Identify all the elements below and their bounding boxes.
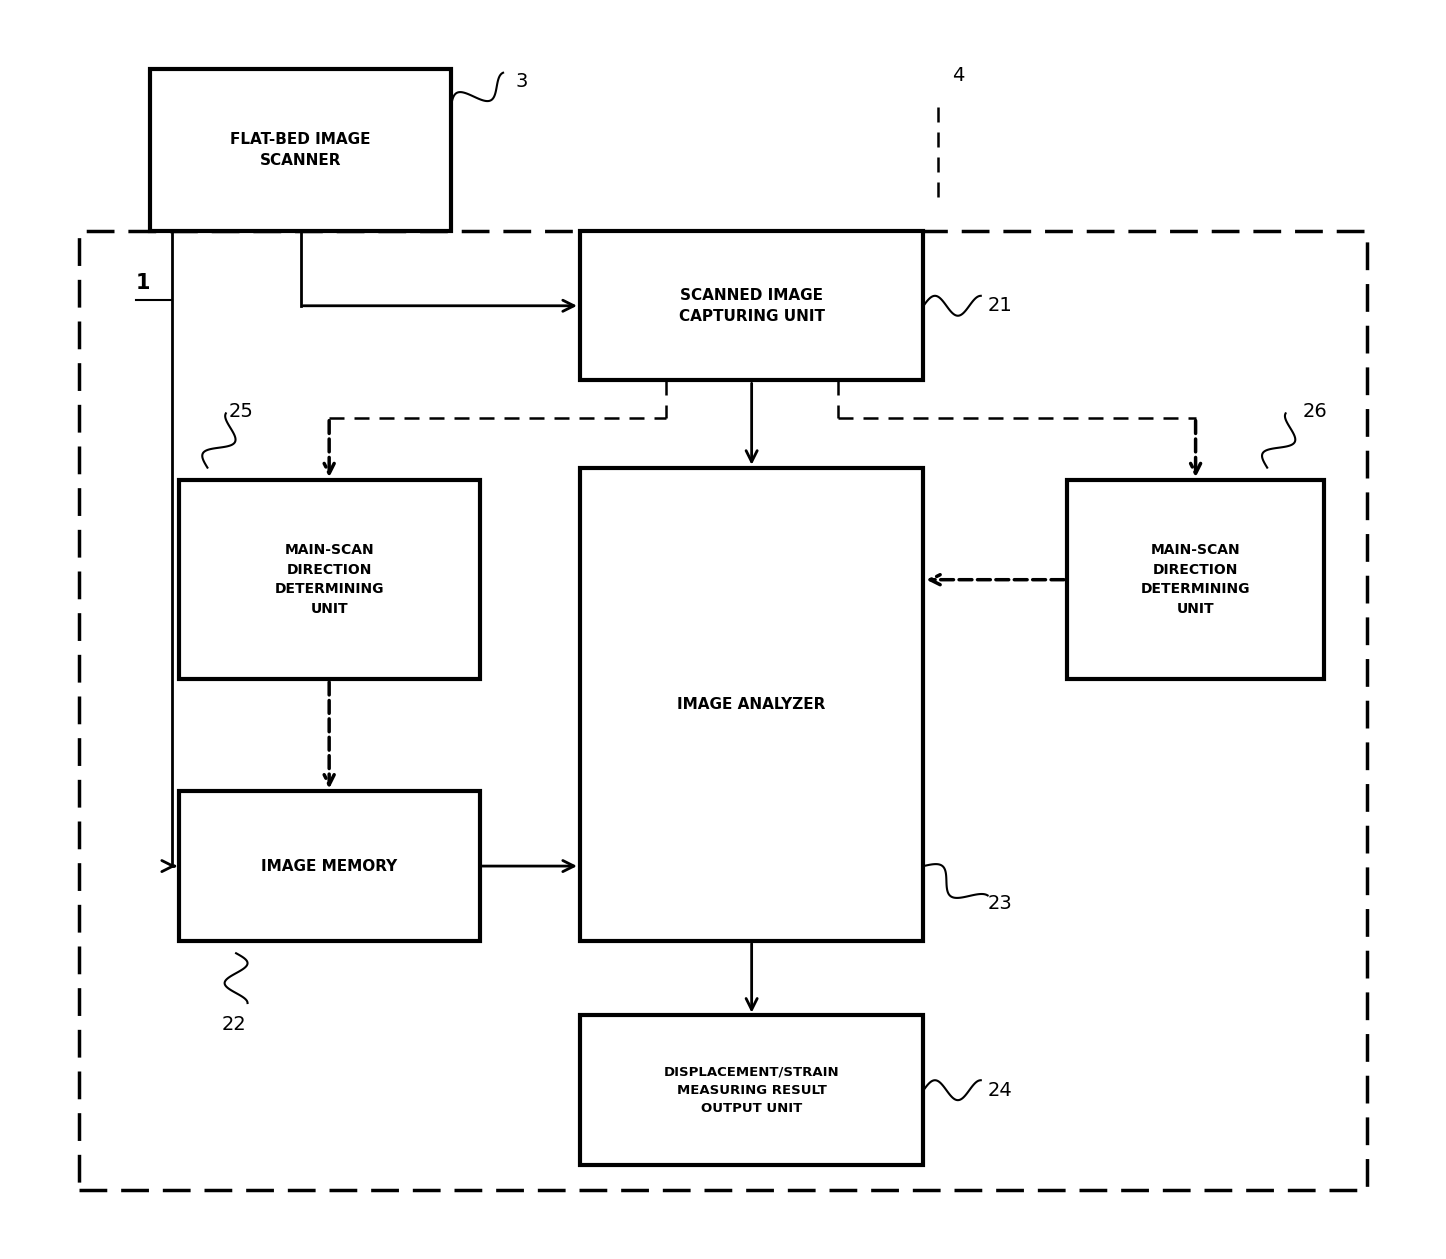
FancyBboxPatch shape — [580, 1016, 924, 1165]
Text: MAIN-SCAN
DIRECTION
DETERMINING
UNIT: MAIN-SCAN DIRECTION DETERMINING UNIT — [1141, 544, 1251, 616]
Text: 25: 25 — [228, 402, 254, 421]
FancyBboxPatch shape — [580, 232, 924, 380]
FancyBboxPatch shape — [179, 792, 480, 940]
Text: IMAGE ANALYZER: IMAGE ANALYZER — [678, 696, 826, 711]
Text: 4: 4 — [951, 65, 964, 84]
Text: 26: 26 — [1303, 402, 1327, 421]
Bar — [78, 232, 1368, 1190]
FancyBboxPatch shape — [1067, 480, 1325, 680]
Text: IMAGE MEMORY: IMAGE MEMORY — [262, 859, 398, 874]
Text: 23: 23 — [988, 894, 1012, 913]
Text: 1: 1 — [136, 273, 150, 293]
Text: FLAT-BED IMAGE
SCANNER: FLAT-BED IMAGE SCANNER — [230, 132, 370, 169]
FancyBboxPatch shape — [179, 480, 480, 680]
FancyBboxPatch shape — [580, 467, 924, 940]
Text: MAIN-SCAN
DIRECTION
DETERMINING
UNIT: MAIN-SCAN DIRECTION DETERMINING UNIT — [275, 544, 385, 616]
FancyBboxPatch shape — [150, 69, 451, 232]
Text: 24: 24 — [988, 1080, 1012, 1099]
Text: SCANNED IMAGE
CAPTURING UNIT: SCANNED IMAGE CAPTURING UNIT — [678, 288, 824, 324]
Text: 3: 3 — [515, 72, 528, 91]
Text: 21: 21 — [988, 296, 1012, 315]
Text: DISPLACEMENT/STRAIN
MEASURING RESULT
OUTPUT UNIT: DISPLACEMENT/STRAIN MEASURING RESULT OUT… — [664, 1065, 840, 1114]
Text: 22: 22 — [221, 1016, 246, 1035]
